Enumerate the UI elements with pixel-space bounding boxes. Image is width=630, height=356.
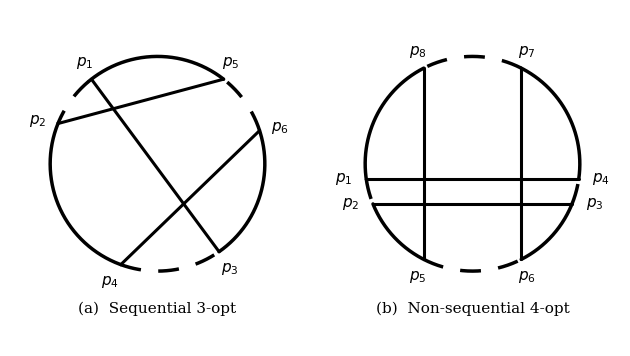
Text: $p_{5}$: $p_{5}$	[222, 55, 239, 70]
Text: $p_{6}$: $p_{6}$	[518, 269, 536, 285]
Text: $p_{2}$: $p_{2}$	[28, 112, 46, 129]
Text: $p_{3}$: $p_{3}$	[221, 261, 239, 277]
Text: $p_{3}$: $p_{3}$	[586, 196, 604, 212]
Text: $p_{1}$: $p_{1}$	[335, 171, 353, 187]
Text: $p_{1}$: $p_{1}$	[76, 55, 93, 70]
Text: $p_{4}$: $p_{4}$	[592, 171, 610, 187]
Text: $p_{6}$: $p_{6}$	[272, 120, 289, 136]
Text: $p_{7}$: $p_{7}$	[518, 43, 536, 59]
Text: (b)  Non-sequential 4-opt: (b) Non-sequential 4-opt	[375, 301, 570, 315]
Text: $p_{8}$: $p_{8}$	[409, 43, 427, 59]
Text: $p_{5}$: $p_{5}$	[409, 269, 427, 285]
Text: $p_{2}$: $p_{2}$	[342, 196, 359, 212]
Text: (a)  Sequential 3-opt: (a) Sequential 3-opt	[79, 301, 236, 315]
Text: $p_{4}$: $p_{4}$	[101, 274, 119, 290]
